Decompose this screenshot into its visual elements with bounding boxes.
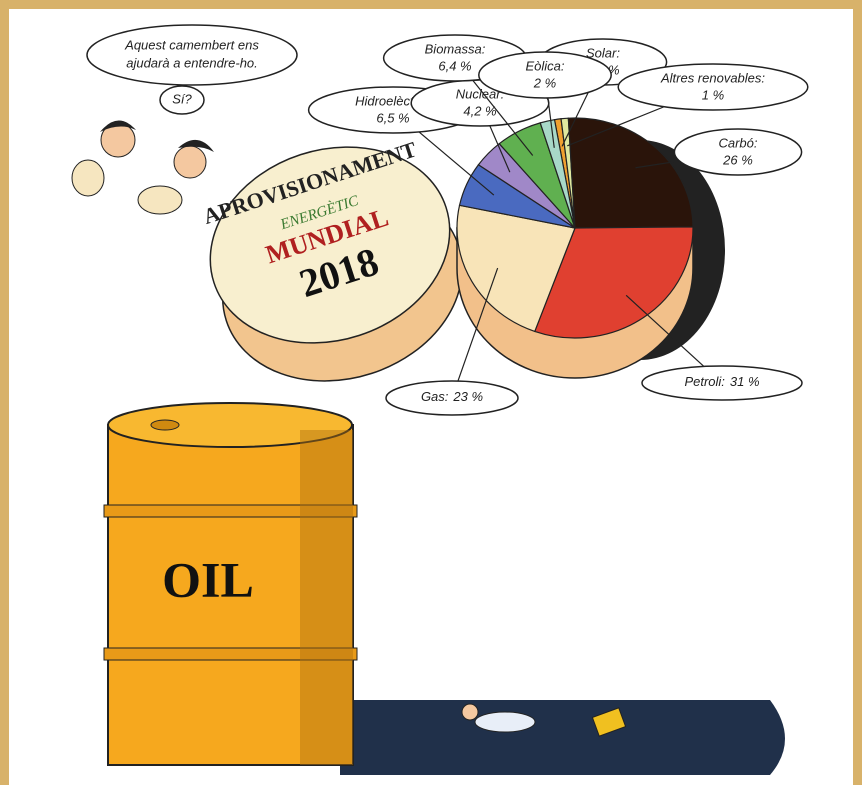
value-label: 2 % — [533, 75, 556, 90]
slice-label: Biomassa: — [425, 41, 486, 56]
character-head — [173, 145, 207, 179]
speech-text: Sí? — [172, 91, 192, 106]
value-label: 23 % — [452, 389, 483, 404]
pie-slice — [533, 226, 694, 339]
slice-label: Nuclear: — [456, 86, 505, 101]
worker — [461, 703, 627, 737]
label-bubble — [641, 365, 803, 401]
value-label: 6,5 % — [376, 110, 409, 125]
value-label: 26 % — [722, 152, 753, 167]
slice-label-line: Petroli: 31 % — [684, 374, 759, 389]
label-bubble — [478, 51, 612, 99]
cheese-piece — [71, 159, 105, 197]
label-bubble — [385, 380, 519, 416]
barrel-top — [107, 402, 353, 448]
slice-label: Petroli: — [684, 374, 725, 389]
barrel-cap — [150, 419, 180, 431]
barrel-ring — [103, 647, 358, 661]
worker-pan — [591, 707, 627, 737]
barrel-body — [107, 424, 354, 766]
label-bubble — [673, 128, 803, 176]
barrel-label: OIL — [162, 551, 254, 607]
cheese-piece — [137, 185, 183, 215]
slice-label: Solar: — [586, 45, 620, 60]
barrel-shadow — [340, 700, 785, 775]
worker-head — [461, 703, 479, 721]
slice-label-line: Gas: 23 % — [421, 389, 483, 404]
pie — [456, 117, 694, 379]
speech-bubble — [159, 85, 205, 115]
barrel-ring — [103, 504, 358, 518]
value-label: 1 % — [702, 87, 724, 102]
pie-slice — [567, 117, 694, 229]
character-hair — [100, 120, 136, 132]
leader-line — [451, 267, 499, 399]
worker-body — [474, 711, 536, 733]
label-bubble — [617, 63, 809, 111]
pie-slice — [539, 118, 576, 229]
slice-label: Gas: — [421, 389, 449, 404]
value-label: 31 % — [730, 374, 760, 389]
speech-text: ajudarà a entendre-ho. — [126, 55, 258, 70]
slice-label: Eòlica: — [525, 58, 564, 73]
speech-bubble — [86, 24, 298, 86]
value-label: 4,2 % — [463, 103, 496, 118]
slice-label: Altres renovables: — [660, 70, 765, 85]
barrel: OIL — [103, 402, 358, 766]
slice-label: Carbó: — [718, 135, 757, 150]
character-hair — [178, 139, 214, 152]
barrel-shade — [300, 430, 353, 765]
speech-text: Aquest camembert ens — [124, 37, 259, 52]
lid-top — [209, 146, 451, 344]
value-label: 6,4 % — [438, 58, 471, 73]
